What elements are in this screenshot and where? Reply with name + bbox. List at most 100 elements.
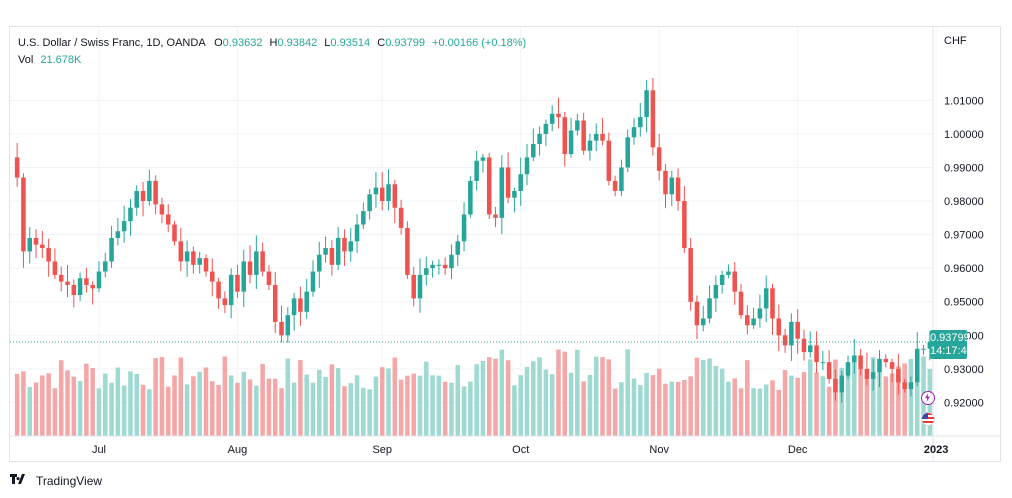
candle-body [228, 274, 234, 306]
candle [852, 338, 857, 374]
candle-body [90, 284, 95, 289]
candle-body [14, 157, 20, 178]
volume-bar [889, 373, 895, 436]
volume-bar [719, 368, 725, 436]
candle-body [335, 237, 341, 265]
candle-body [537, 133, 542, 144]
volume-bar [342, 386, 347, 436]
volume-bar [109, 382, 114, 436]
candle [367, 189, 372, 220]
volume-bar [317, 369, 322, 436]
volume-bar [222, 356, 228, 436]
candle [449, 244, 454, 280]
candle-body [140, 190, 146, 202]
candle-body [184, 251, 190, 262]
candle-body [650, 90, 656, 148]
candle [575, 113, 580, 136]
volume-bar [493, 358, 498, 436]
candle-body [197, 258, 202, 265]
candle [210, 258, 215, 297]
candle-body [531, 143, 536, 158]
volume-bar [776, 389, 782, 436]
candle [442, 257, 448, 275]
candle-body [593, 133, 599, 141]
volume-bar [405, 375, 410, 436]
candle [518, 157, 523, 206]
candle [361, 202, 366, 230]
lightning-icon[interactable] [921, 391, 935, 405]
candle [914, 331, 920, 386]
tradingview-logo-icon[interactable] [10, 473, 30, 488]
volume-bar [266, 378, 272, 436]
volume-bar [877, 359, 882, 436]
x-tick-label: Jul [92, 444, 106, 456]
legend-low-label: L [324, 37, 331, 49]
candle [820, 350, 826, 371]
volume-bar [52, 388, 58, 436]
candle-body [103, 261, 108, 272]
candle-body [254, 251, 259, 275]
volume-bar [354, 375, 360, 436]
candle [770, 283, 775, 335]
candle-body [52, 261, 58, 275]
candle [833, 369, 838, 401]
candle-body [814, 345, 819, 363]
volume-bar [379, 367, 385, 436]
footer-brand[interactable]: TradingView [36, 473, 103, 488]
us-flag-icon[interactable] [921, 412, 935, 426]
candle-body [159, 204, 165, 215]
volume-bar [656, 368, 662, 436]
legend-open-value: 0.93632 [222, 37, 263, 49]
candle-body [40, 244, 45, 249]
candle [902, 378, 907, 393]
legend-vol-label[interactable]: Vol [18, 54, 34, 66]
candle [241, 249, 247, 307]
candle-body [442, 264, 448, 269]
volume-bar [436, 375, 442, 436]
candle-body [512, 190, 517, 198]
candle [682, 186, 687, 253]
volume-bar [814, 372, 819, 436]
candle-body [33, 237, 39, 245]
volume-bar [474, 364, 479, 436]
candle-body [883, 358, 889, 363]
candle-body [480, 157, 486, 161]
candle [323, 236, 328, 263]
volume-bar [858, 367, 863, 436]
volume-bar [77, 381, 83, 436]
candle [103, 252, 108, 278]
candle-body [581, 120, 586, 151]
legend-symbol[interactable]: U.S. Dollar / Swiss Franc, 1D, OANDA [18, 37, 206, 49]
candle-body [908, 382, 914, 390]
candle-body [285, 315, 291, 336]
candle-body [858, 355, 863, 369]
volume-bar [46, 373, 51, 436]
candle-body [770, 288, 775, 319]
candle [650, 77, 656, 156]
volume-bar [103, 373, 108, 436]
volume-bar [700, 360, 706, 436]
candle [65, 264, 70, 298]
volume-bar [669, 381, 675, 436]
volume-bar [228, 375, 234, 436]
candle-body [405, 227, 410, 275]
volume-bar [468, 381, 473, 436]
x-tick-label: 2023 [924, 444, 948, 456]
volume-bar [612, 388, 618, 436]
volume-bar [335, 368, 341, 436]
candle-body [606, 140, 612, 181]
candle-body [795, 321, 800, 339]
volume-bar [789, 375, 794, 436]
volume-bar [631, 378, 637, 436]
candle [486, 152, 492, 220]
candle-body [222, 298, 228, 306]
volume-bar [524, 366, 530, 436]
volume-bar [235, 382, 240, 436]
candle-body [386, 184, 391, 202]
volume-bar [807, 359, 813, 436]
candle-body [562, 117, 568, 155]
candle-body [210, 271, 215, 282]
candle-body [203, 258, 209, 272]
candle [807, 331, 813, 358]
